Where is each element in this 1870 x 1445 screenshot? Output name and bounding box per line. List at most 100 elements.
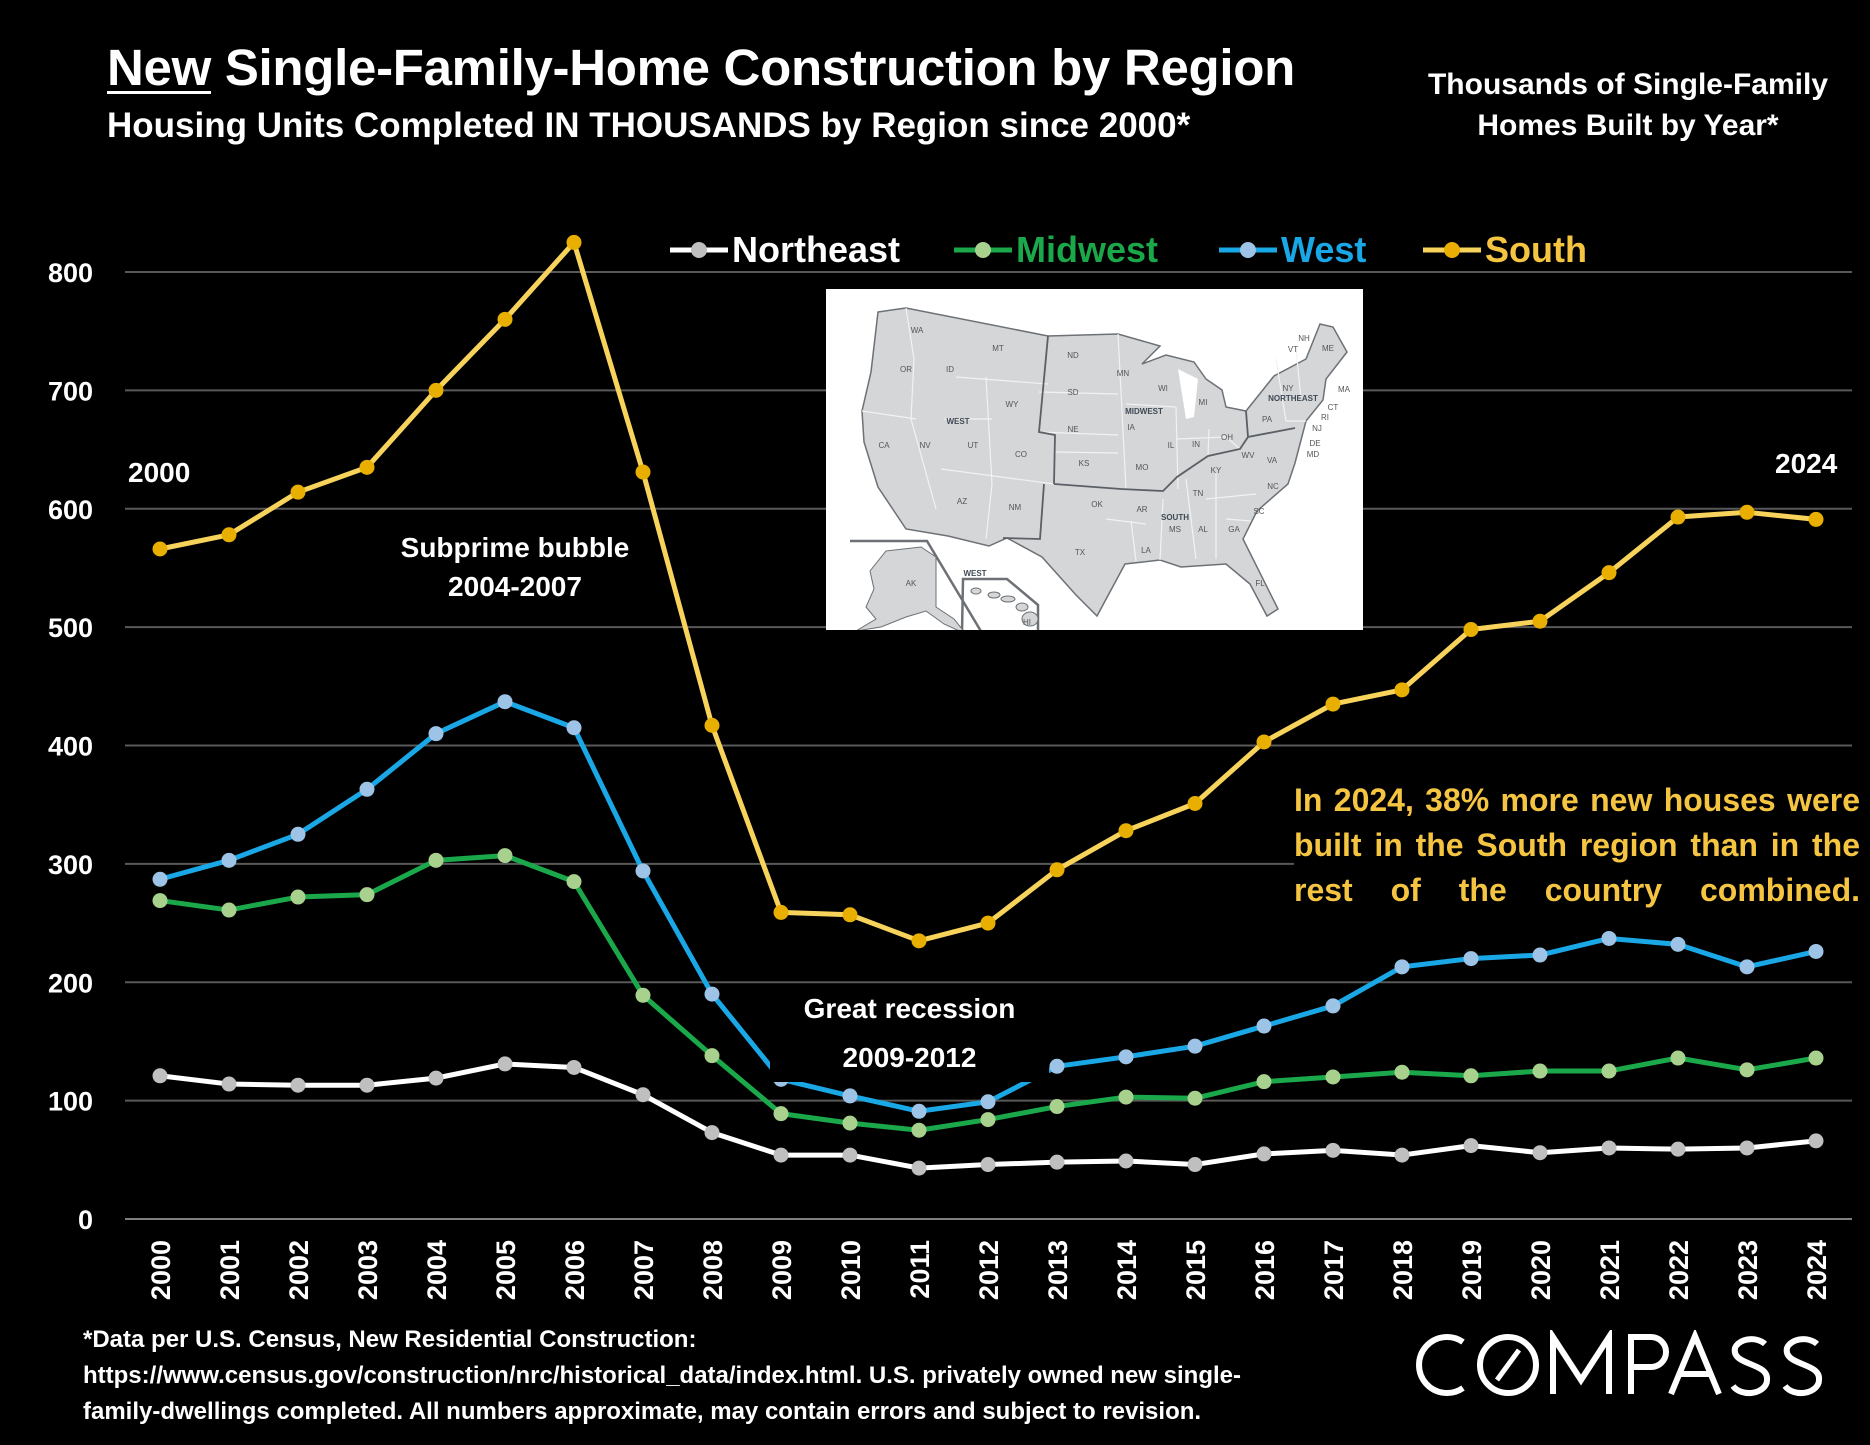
state-label-ms: MS xyxy=(1169,525,1181,534)
state-label-mo: MO xyxy=(1136,463,1149,472)
data-point xyxy=(1118,823,1134,839)
data-point xyxy=(842,1147,858,1163)
legend-item-midwest: Midwest xyxy=(954,228,1158,272)
data-point xyxy=(1739,504,1755,520)
compass-logo xyxy=(1416,1330,1823,1397)
state-label-co: CO xyxy=(1015,450,1027,459)
state-label-vt: VT xyxy=(1288,345,1298,354)
state-label-il: IL xyxy=(1168,441,1175,450)
data-point xyxy=(497,694,513,710)
state-label-va: VA xyxy=(1267,456,1278,465)
data-point xyxy=(428,852,444,868)
data-point xyxy=(497,848,513,864)
state-label-mi: MI xyxy=(1199,398,1208,407)
data-point xyxy=(704,717,720,733)
state-label-or: OR xyxy=(900,365,912,374)
state-label-mn: MN xyxy=(1117,369,1130,378)
region-label-northeast: NORTHEAST xyxy=(1268,394,1318,403)
data-point xyxy=(1808,1133,1824,1149)
state-label-ca: CA xyxy=(878,441,890,450)
data-point xyxy=(1739,1062,1755,1078)
data-point xyxy=(1739,959,1755,975)
data-point xyxy=(1601,1140,1617,1156)
state-label-sc: SC xyxy=(1253,507,1264,516)
state-label-ny: NY xyxy=(1282,384,1294,393)
data-point xyxy=(1118,1089,1134,1105)
state-label-ar: AR xyxy=(1136,505,1147,514)
data-point xyxy=(290,889,306,905)
data-point xyxy=(1739,1140,1755,1156)
data-point xyxy=(842,1088,858,1104)
x-axis-ticks: 2000 2001 2002 2003 2004 2005 2006 2007 2008 2009… xyxy=(146,1240,1832,1300)
data-point xyxy=(704,1048,720,1064)
x-tick-label: 2008 xyxy=(698,1240,728,1300)
data-point xyxy=(290,826,306,842)
data-point xyxy=(1256,1074,1272,1090)
data-point xyxy=(1394,1064,1410,1080)
data-point xyxy=(1187,1090,1203,1106)
x-tick-label: 2001 xyxy=(215,1240,245,1300)
series-south xyxy=(152,234,1824,949)
state-label-ri: RI xyxy=(1321,413,1329,422)
data-point xyxy=(1187,1038,1203,1054)
data-point xyxy=(1325,1142,1341,1158)
legend-label: West xyxy=(1281,229,1367,270)
region-label-midwest: MIDWEST xyxy=(1125,407,1163,416)
annotation-start-year: 2000 xyxy=(128,457,191,488)
data-point xyxy=(911,1122,927,1138)
data-point xyxy=(1049,1058,1065,1074)
state-label-hi: HI xyxy=(1023,618,1031,627)
data-point xyxy=(704,1125,720,1141)
state-label-ut: UT xyxy=(968,441,979,450)
y-tick-label: 200 xyxy=(48,968,93,998)
annotation-recession-line1: Great recession xyxy=(803,993,1016,1024)
legend-label: Midwest xyxy=(1016,229,1159,270)
y-tick-label: 100 xyxy=(48,1087,93,1117)
series-midwest xyxy=(152,848,1824,1138)
state-label-nc: NC xyxy=(1267,482,1279,491)
series-lines xyxy=(152,234,1824,1176)
footnote-line3: family-dwellings completed. All numbers … xyxy=(83,1398,1202,1425)
alaska xyxy=(855,546,967,635)
data-point xyxy=(1118,1049,1134,1065)
data-point xyxy=(1256,1018,1272,1034)
x-tick-label: 2024 xyxy=(1802,1240,1832,1300)
lake-michigan xyxy=(1178,369,1198,419)
chart-title: New Single-Family-Home Construction by R… xyxy=(107,38,1295,97)
data-point xyxy=(1532,947,1548,963)
state-label-pa: PA xyxy=(1262,415,1273,424)
data-point xyxy=(1049,862,1065,878)
legend-marker xyxy=(1444,242,1460,258)
state-label-wi: WI xyxy=(1158,384,1168,393)
legend-item-northeast: Northeast xyxy=(670,228,900,272)
y-axis-ticks: 0 100 200 300 400 500 600 700 800 xyxy=(48,258,93,1235)
y-axis-title-line2: Homes Built by Year* xyxy=(1477,109,1779,142)
data-point xyxy=(635,464,651,480)
data-point xyxy=(359,459,375,475)
footnote: *Data per U.S. Census, New Residential C… xyxy=(83,1322,1403,1430)
data-point xyxy=(1601,565,1617,581)
x-tick-label: 2017 xyxy=(1319,1240,1349,1300)
hawaii-island xyxy=(987,591,1001,599)
x-tick-label: 2020 xyxy=(1526,1240,1556,1300)
x-tick-label: 2023 xyxy=(1733,1240,1763,1300)
state-borders xyxy=(861,307,1306,562)
state-label-tx: TX xyxy=(1075,548,1086,557)
data-point xyxy=(1670,1141,1686,1157)
state-label-md: MD xyxy=(1307,450,1320,459)
data-point xyxy=(1325,998,1341,1014)
data-point xyxy=(773,1147,789,1163)
state-label-al: AL xyxy=(1198,525,1208,534)
legend-marker xyxy=(691,242,707,258)
data-point xyxy=(566,1059,582,1075)
inset-borders xyxy=(850,539,1040,635)
data-point xyxy=(1118,1153,1134,1169)
data-point xyxy=(1601,1063,1617,1079)
data-point xyxy=(428,1070,444,1086)
data-point xyxy=(1049,1099,1065,1115)
x-tick-label: 2004 xyxy=(422,1240,452,1300)
state-label-tn: TN xyxy=(1193,489,1204,498)
x-tick-label: 2018 xyxy=(1388,1240,1418,1300)
data-point xyxy=(980,1094,996,1110)
x-tick-label: 2019 xyxy=(1457,1240,1487,1300)
